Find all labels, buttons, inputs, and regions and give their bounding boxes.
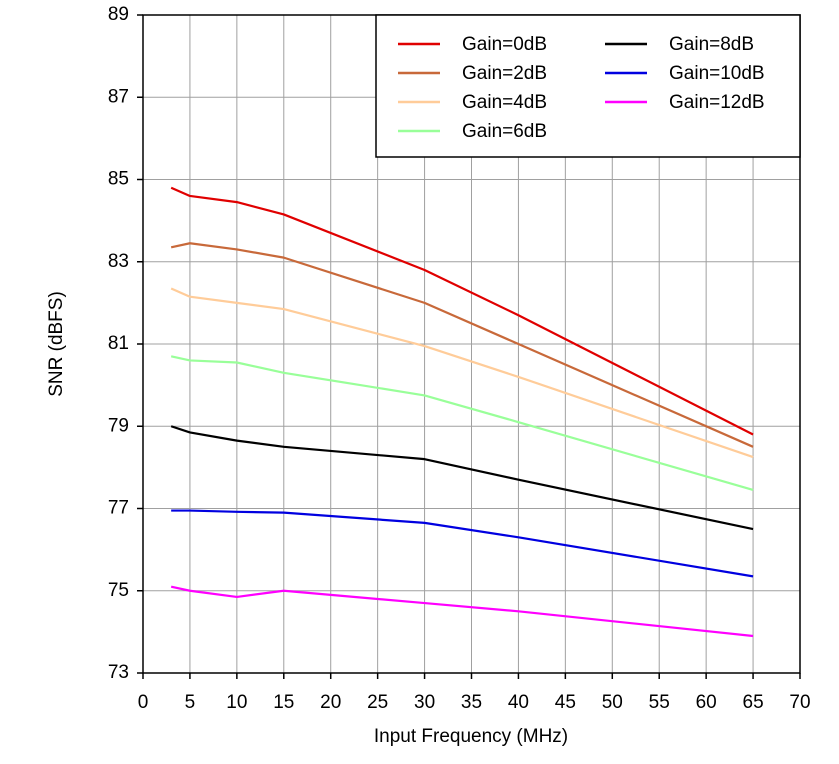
legend-label: Gain=0dB (462, 34, 547, 55)
series-line (170, 242, 754, 448)
y-axis-title: SNR (dBFS) (46, 291, 67, 397)
y-tick-label: 75 (108, 580, 129, 601)
x-tick-label: 5 (185, 692, 196, 713)
x-tick-label: 70 (789, 692, 810, 713)
x-axis-title: Input Frequency (MHz) (374, 726, 568, 747)
y-tick-label: 89 (108, 4, 129, 25)
y-tick-label: 83 (108, 251, 129, 272)
x-tick-label: 10 (226, 692, 247, 713)
legend-box (375, 14, 801, 158)
series-line (170, 186, 754, 436)
legend: Gain=0dB Gain=2dB Gain=4dB Gain=6dB Gain=8dB… (375, 14, 801, 158)
x-tick-label: 25 (367, 692, 388, 713)
series-line (170, 287, 754, 459)
y-tick-label: 73 (108, 662, 129, 683)
x-tick-label: 35 (461, 692, 482, 713)
series-line (170, 585, 754, 638)
series-line (170, 355, 754, 492)
y-tick-label: 85 (108, 169, 129, 190)
y-tick-label: 87 (108, 86, 129, 107)
legend-label: Gain=4dB (462, 92, 547, 113)
x-tick-label: 50 (602, 692, 623, 713)
x-tick-label: 45 (555, 692, 576, 713)
x-tick-label: 55 (649, 692, 670, 713)
y-tick-label: 77 (108, 498, 129, 519)
lines (170, 186, 754, 638)
x-tick-label: 0 (138, 692, 149, 713)
x-tick-label: 40 (508, 692, 529, 713)
legend-label: Gain=2dB (462, 63, 547, 84)
y-tick-label: 81 (108, 333, 129, 354)
legend-label: Gain=10dB (669, 63, 765, 84)
series-line (170, 425, 754, 531)
x-tick-label: 65 (743, 692, 764, 713)
legend-label: Gain=12dB (669, 92, 765, 113)
x-tick-label: 20 (320, 692, 341, 713)
x-tick-label: 15 (273, 692, 294, 713)
legend-label: Gain=8dB (669, 34, 754, 55)
x-tick-label: 60 (696, 692, 717, 713)
legend-label: Gain=6dB (462, 121, 547, 142)
series-line (171, 509, 754, 578)
x-tick-label: 30 (414, 692, 435, 713)
y-tick-label: 79 (108, 415, 129, 436)
